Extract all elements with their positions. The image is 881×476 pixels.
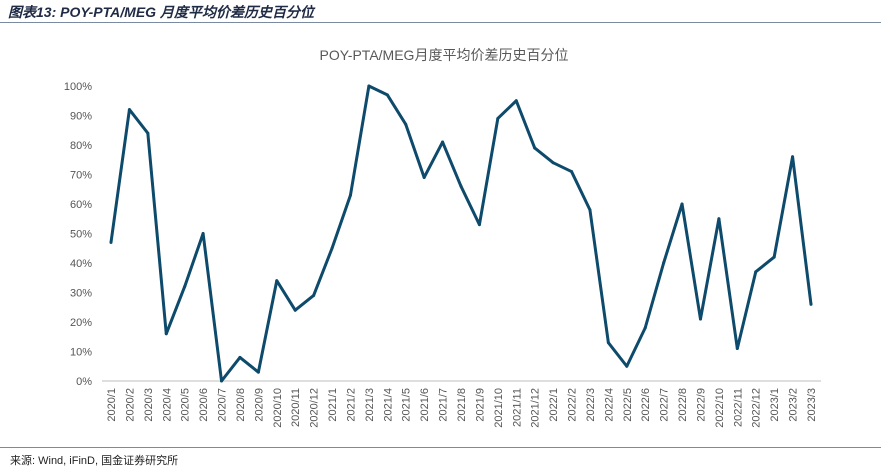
x-tick-label: 2021/9 [474, 388, 486, 422]
x-tick-label: 2021/1 [327, 388, 339, 422]
y-tick-label: 80% [70, 140, 92, 152]
x-tick-label: 2020/3 [143, 388, 155, 422]
data-point [625, 364, 629, 368]
data-point [754, 270, 758, 274]
y-tick-label: 100% [64, 81, 92, 93]
x-tick-label: 2020/9 [253, 388, 265, 422]
data-point [514, 99, 518, 103]
data-point [256, 370, 260, 374]
x-tick-label: 2023/3 [806, 388, 818, 422]
data-point [588, 208, 592, 212]
data-point [533, 146, 537, 150]
x-tick-label: 2023/2 [788, 388, 800, 422]
data-point [220, 379, 224, 383]
data-point [404, 122, 408, 126]
x-tick-label: 2022/4 [603, 388, 615, 422]
data-point [441, 140, 445, 144]
y-tick-label: 50% [70, 229, 92, 241]
data-point [238, 355, 242, 359]
data-point [348, 193, 352, 197]
data-point [735, 347, 739, 351]
data-point [772, 255, 776, 259]
data-point [109, 240, 113, 244]
data-point [643, 326, 647, 330]
y-tick-label: 20% [70, 317, 92, 329]
data-point [127, 108, 131, 112]
x-tick-label: 2020/10 [272, 388, 284, 428]
chart-axes: 0%10%20%30%40%50%60%70%80%90%100%2020/1 2… [64, 81, 821, 428]
x-tick-label: 2022/12 [751, 388, 763, 428]
data-point [662, 261, 666, 265]
x-tick-label: 2021/10 [493, 388, 505, 428]
x-tick-label: 2020/5 [180, 388, 192, 422]
x-tick-label: 2021/2 [345, 388, 357, 422]
data-point [791, 155, 795, 159]
source-note: 来源: Wind, iFinD, 国金证券研究所 [10, 455, 179, 467]
data-point [367, 84, 371, 88]
x-tick-label: 2022/9 [695, 388, 707, 422]
x-tick-label: 2022/3 [585, 388, 597, 422]
x-tick-label: 2021/4 [382, 388, 394, 422]
data-point [496, 116, 500, 120]
x-tick-label: 2020/4 [161, 388, 173, 422]
x-tick-label: 2020/6 [198, 388, 210, 422]
x-tick-label: 2023/1 [769, 388, 781, 422]
y-tick-label: 0% [76, 376, 92, 388]
y-tick-label: 90% [70, 111, 92, 123]
x-tick-label: 2020/2 [124, 388, 136, 422]
x-tick-label: 2020/7 [217, 388, 229, 422]
x-tick-label: 2022/11 [732, 388, 744, 427]
series-line [109, 84, 813, 383]
x-tick-label: 2022/8 [677, 388, 689, 422]
data-point [717, 217, 721, 221]
data-point [330, 246, 334, 250]
data-point [312, 293, 316, 297]
data-point [385, 93, 389, 97]
y-tick-label: 10% [70, 347, 92, 359]
x-tick-label: 2021/11 [511, 388, 523, 427]
y-tick-label: 70% [70, 170, 92, 182]
x-tick-label: 2020/1 [106, 388, 118, 422]
x-tick-label: 2022/1 [548, 388, 560, 422]
x-tick-label: 2022/5 [622, 388, 634, 422]
x-tick-label: 2022/6 [640, 388, 652, 422]
source-divider [0, 447, 881, 448]
x-tick-label: 2022/2 [567, 388, 579, 422]
y-tick-label: 40% [70, 258, 92, 270]
caption-divider [0, 22, 881, 23]
y-tick-label: 60% [70, 199, 92, 211]
line-chart: POY-PTA/MEG月度平均价差历史百分位 0% 10% 20% 30% 40% 50%… [64, 47, 821, 428]
figure-caption: 图表13: POY-PTA/MEG 月度平均价差历史百分位 [8, 4, 314, 20]
x-tick-label: 2022/10 [714, 388, 726, 428]
data-point [201, 232, 205, 235]
data-point [606, 341, 610, 345]
data-point [146, 131, 150, 135]
y-tick-label: 30% [70, 288, 92, 300]
x-tick-label: 2021/6 [419, 388, 431, 422]
data-point [680, 202, 684, 206]
data-point [809, 302, 813, 306]
x-tick-label: 2020/11 [290, 388, 302, 427]
data-point [183, 285, 187, 289]
data-point [551, 161, 555, 165]
data-point [164, 332, 168, 336]
data-point [293, 308, 297, 312]
data-point [570, 170, 574, 174]
data-point [422, 175, 426, 179]
x-tick-label: 2020/12 [309, 388, 321, 428]
data-point [459, 184, 463, 188]
x-tick-label: 2021/3 [364, 388, 376, 422]
x-tick-label: 2021/7 [438, 388, 450, 422]
data-point [477, 223, 481, 227]
x-tick-label: 2022/7 [659, 388, 671, 422]
x-tick-label: 2021/5 [401, 388, 413, 422]
x-tick-label: 2021/12 [530, 388, 542, 428]
chart-title: POY-PTA/MEG月度平均价差历史百分位 [320, 47, 569, 63]
plot-area [109, 84, 813, 383]
data-point [275, 279, 279, 283]
x-tick-label: 2020/8 [235, 388, 247, 422]
data-point [698, 317, 702, 321]
x-tick-label: 2021/8 [456, 388, 468, 422]
